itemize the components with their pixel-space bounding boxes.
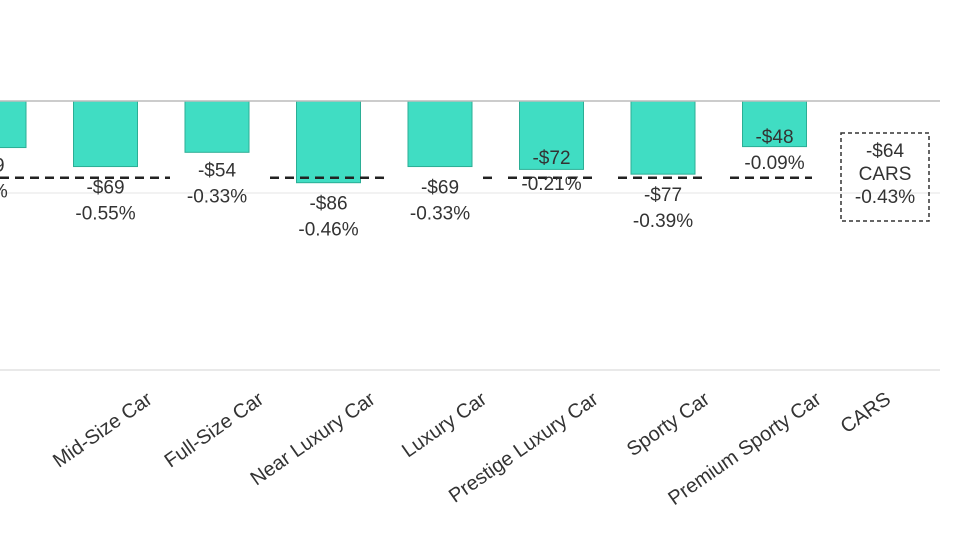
data-label: -0.33% [410, 204, 470, 225]
data-label: -0.39% [633, 211, 693, 232]
data-label: -$64 [866, 141, 904, 162]
data-label: 49 [0, 156, 5, 177]
data-label: -$77 [644, 185, 682, 206]
data-label: 5% [0, 182, 8, 203]
data-label: -$69 [421, 178, 459, 199]
data-label: -$72 [532, 148, 570, 169]
bar-category-0 [0, 100, 27, 149]
data-label: -0.43% [855, 187, 915, 208]
data-label: -$48 [755, 127, 793, 148]
bar-mid-size-car [73, 100, 138, 168]
data-label: -0.46% [298, 220, 358, 241]
category-label: Full-Size Car [161, 388, 269, 473]
category-label: Luxury Car [398, 388, 491, 462]
data-label: CARS [859, 164, 912, 185]
data-label: -$86 [309, 194, 347, 215]
category-label: Sporty Car [623, 388, 714, 461]
data-label: -$54 [198, 160, 236, 181]
data-label: -$69 [86, 178, 124, 199]
data-label: -0.33% [187, 186, 247, 207]
data-label: -0.21% [521, 174, 581, 195]
data-label: -0.09% [744, 153, 804, 174]
bar-luxury-car [407, 100, 473, 168]
cars-total-box [840, 132, 930, 222]
bar-sporty-car [630, 100, 696, 175]
bar-near-luxury-car [296, 100, 361, 184]
bar-full-size-car [184, 100, 250, 153]
category-label: CARS [837, 388, 895, 438]
category-label: Mid-Size Car [49, 388, 157, 473]
category-label: Near Luxury Car [247, 388, 380, 490]
bar-prestige-luxury-car [519, 100, 584, 170]
data-label: -0.55% [75, 204, 135, 225]
